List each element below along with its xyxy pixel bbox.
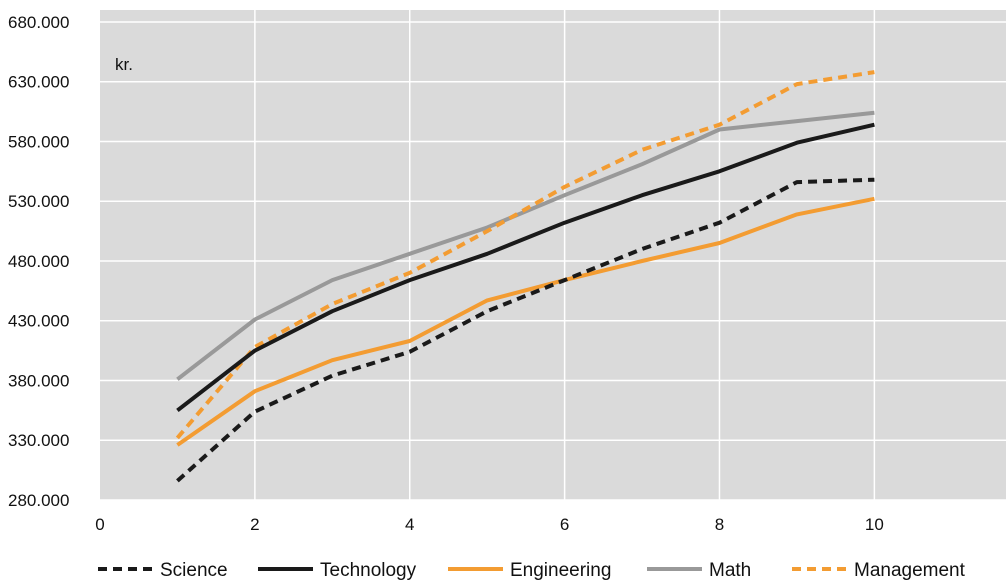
- y-tick-label: 330.000: [8, 431, 69, 450]
- y-tick-label: 430.000: [8, 312, 69, 331]
- series-line-technology: [176, 122, 875, 412]
- y-unit-label: kr.: [115, 55, 133, 74]
- y-tick-label: 580.000: [8, 132, 69, 151]
- series-lines: [175, 70, 875, 483]
- series-line-science: [176, 177, 875, 483]
- y-axis-ticks: 280.000 330.000 380.000 430.000 480.000 530.0…: [8, 13, 69, 510]
- plot-area: [100, 10, 1006, 500]
- legend-label-management: Management: [854, 560, 966, 580]
- y-tick-label: 380.000: [8, 371, 69, 390]
- y-tick-label: 530.000: [8, 192, 69, 211]
- series-line-math: [176, 110, 875, 381]
- legend-label-science: Science: [160, 560, 228, 580]
- y-tick-label: 680.000: [8, 13, 69, 32]
- series-line-management: [175, 70, 875, 440]
- x-tick-label: 8: [715, 515, 724, 534]
- x-tick-label: 0: [95, 515, 104, 534]
- x-tick-label: 2: [250, 515, 259, 534]
- series-line-engineering: [176, 196, 875, 447]
- legend-label-engineering: Engineering: [510, 560, 611, 580]
- y-tick-label: 630.000: [8, 73, 69, 92]
- legend: Science Technology Engineering Math Manageme…: [98, 560, 966, 580]
- x-tick-label: 4: [405, 515, 414, 534]
- x-tick-label: 10: [865, 515, 884, 534]
- y-tick-label: 480.000: [8, 252, 69, 271]
- x-tick-label: 6: [560, 515, 569, 534]
- y-tick-label: 280.000: [8, 491, 69, 510]
- x-axis-ticks: 0 2 4 6 8 10: [95, 515, 884, 534]
- legend-label-technology: Technology: [320, 560, 417, 580]
- legend-label-math: Math: [709, 560, 751, 580]
